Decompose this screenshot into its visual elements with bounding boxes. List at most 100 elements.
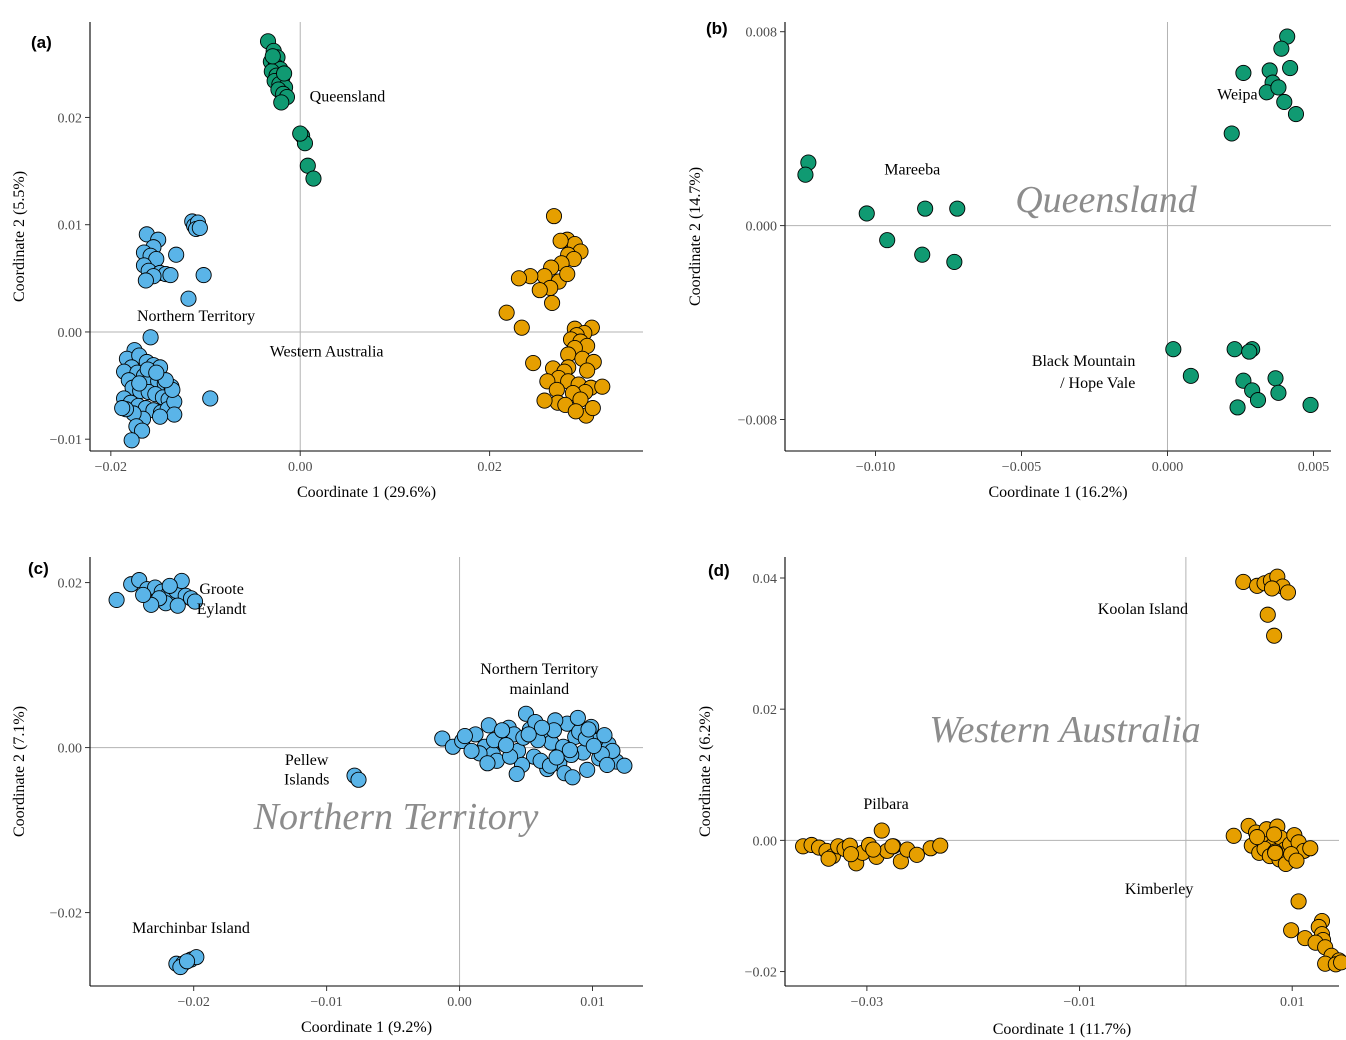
panel-d-y-tick-label: −0.02 xyxy=(745,966,777,981)
panel-a-label-queensland: Queensland xyxy=(310,88,386,105)
panel-c-point-northern-territory xyxy=(599,756,616,773)
panel-a-point-northern-territory xyxy=(202,390,219,407)
panel-c-point-northern-territory xyxy=(161,577,178,594)
panel-b-y-axis-title: Coordinate 2 (14.7%) xyxy=(687,167,704,306)
panel-b-point-queensland xyxy=(1165,341,1182,358)
panel-b-point-queensland xyxy=(914,246,931,263)
panel-c: −0.02 −0.01 0.00 0.01 −0.02 0.00 0.02 Coordinat… xyxy=(11,557,643,1036)
panel-c-label-marchinbar-island: Marchinbar Island xyxy=(132,920,250,937)
panel-c-point-northern-territory xyxy=(561,742,578,759)
panel-d-point-western-australia xyxy=(884,838,901,855)
panel-c-point-northern-territory xyxy=(434,730,451,747)
panel-b-point-queensland xyxy=(1241,343,1258,360)
panel-a-x-tick-label: 0.00 xyxy=(288,460,313,475)
panel-d-point-western-australia xyxy=(842,846,859,863)
panel-a-y-tick-label: 0.00 xyxy=(58,326,83,341)
panel-a-point-western-australia xyxy=(594,378,611,395)
panel-c-point-northern-territory xyxy=(186,593,204,610)
panel-b-point-queensland xyxy=(1182,367,1199,384)
panel-b-point-queensland xyxy=(858,205,875,222)
panel-a-point-western-australia xyxy=(552,232,569,249)
panel-d-label-kimberley: Kimberley xyxy=(1125,881,1193,898)
panel-a-series-queensland xyxy=(259,33,322,187)
panel-d-point-western-australia xyxy=(1249,829,1266,846)
panel-b-label-hope-vale: / Hope Vale xyxy=(1060,375,1135,392)
panel-a-point-northern-territory xyxy=(166,406,183,423)
panel-d-point-western-australia xyxy=(1283,922,1300,939)
panel-b-x-tick-label: 0.000 xyxy=(1152,460,1184,475)
panel-a-y-tick-label: 0.01 xyxy=(58,219,83,234)
panel-a-point-northern-territory xyxy=(148,364,165,381)
panel-c-point-northern-territory xyxy=(169,597,186,614)
panel-a: −0.02 0.00 0.02 −0.01 0.00 0.01 0.02 Coordinate… xyxy=(11,22,643,501)
panel-b-point-queensland xyxy=(1273,40,1290,57)
panel-b-point-queensland xyxy=(1229,399,1246,416)
panel-c-x-tick-label: −0.02 xyxy=(177,995,209,1010)
panel-d-y-tick-label: 0.02 xyxy=(753,703,778,718)
panel-d-point-western-australia xyxy=(1266,627,1283,644)
panel-d-point-western-australia xyxy=(820,850,837,867)
panel-b-point-queensland xyxy=(949,200,966,217)
panel-c-point-northern-territory xyxy=(564,769,581,786)
panel-a-x-tick-label: 0.02 xyxy=(477,460,502,475)
panel-a-point-northern-territory xyxy=(168,246,185,263)
panel-b-region-watermark: Queensland xyxy=(1015,179,1198,221)
panel-b-point-queensland xyxy=(1270,79,1287,96)
panel-d-x-tick-label: 0.01 xyxy=(1280,995,1305,1010)
panel-c-point-northern-territory xyxy=(596,727,613,744)
panel-a-point-northern-territory xyxy=(152,408,169,425)
panel-a-point-northern-territory xyxy=(195,267,212,284)
panel-b-point-queensland xyxy=(1287,106,1305,123)
panel-d-point-western-australia xyxy=(1259,606,1276,623)
panel-d-point-western-australia xyxy=(1225,827,1242,844)
panel-a-point-northern-territory xyxy=(123,432,140,449)
panel-d-point-western-australia xyxy=(1290,893,1307,910)
panel-a-point-northern-territory xyxy=(162,267,179,284)
panel-d-y-tick-label: 0.04 xyxy=(753,572,778,587)
panel-b-y-tick-label: −0.008 xyxy=(738,413,777,428)
panel-a-x-tick-label: −0.02 xyxy=(95,460,127,475)
panel-c-y-axis-title: Coordinate 2 (7.1%) xyxy=(11,706,28,837)
panel-c-panel-tag: (c) xyxy=(28,559,49,578)
panel-c-x-axis-title: Coordinate 1 (9.2%) xyxy=(301,1019,432,1036)
panel-c-x-tick-label: −0.01 xyxy=(310,995,342,1010)
panel-a-point-northern-territory xyxy=(191,219,208,236)
panel-b-y-tick-label: 0.008 xyxy=(746,26,778,41)
panel-d-point-western-australia xyxy=(1288,852,1305,869)
panel-c-point-northern-territory xyxy=(178,953,196,970)
panel-a-panel-tag: (a) xyxy=(31,33,52,52)
panel-d: −0.03 −0.01 0.01 −0.02 0.00 0.02 0.04 Coordinat… xyxy=(697,557,1346,1038)
panel-b-point-queensland xyxy=(797,166,814,183)
panel-a-point-northern-territory xyxy=(137,272,154,289)
panel-c-point-northern-territory xyxy=(548,749,565,766)
panel-d-x-tick-label: −0.01 xyxy=(1063,995,1095,1010)
panel-a-point-western-australia xyxy=(531,282,548,299)
panel-b-point-queensland xyxy=(1223,125,1240,142)
panel-d-point-western-australia xyxy=(865,841,882,858)
panel-c-label-groote: Groote xyxy=(199,581,243,598)
panel-d-point-western-australia xyxy=(1267,844,1284,861)
panel-d-point-western-australia xyxy=(1235,573,1252,590)
panel-c-region-watermark: Northern Territory xyxy=(253,796,539,838)
panel-d-point-western-australia xyxy=(908,846,925,863)
panel-b-point-queensland xyxy=(1302,396,1319,413)
panel-c-x-tick-label: 0.00 xyxy=(447,995,472,1010)
panel-b-x-axis-title: Coordinate 1 (16.2%) xyxy=(988,484,1127,501)
panel-b-point-queensland xyxy=(1276,93,1293,111)
panel-b-point-queensland xyxy=(1282,60,1299,77)
panel-a-label-western-australia: Western Australia xyxy=(270,344,384,361)
panel-c-point-northern-territory xyxy=(580,721,597,738)
panel-c-label-mainland: mainland xyxy=(510,681,570,698)
panel-b-x-tick-label: −0.005 xyxy=(1002,460,1041,475)
panel-a-series-western-australia xyxy=(498,208,611,424)
panel-d-label-pilbara: Pilbara xyxy=(863,796,908,813)
panel-a-point-western-australia xyxy=(536,392,553,409)
panel-c-point-northern-territory xyxy=(108,591,125,608)
panel-b-panel-tag: (b) xyxy=(706,19,728,38)
panel-a-point-western-australia xyxy=(545,208,563,225)
panel-c-label-pellew: Pellew xyxy=(285,752,329,769)
panel-b-point-queensland xyxy=(879,232,896,249)
panel-a-point-queensland xyxy=(273,94,290,111)
panel-a-point-northern-territory xyxy=(142,329,159,346)
